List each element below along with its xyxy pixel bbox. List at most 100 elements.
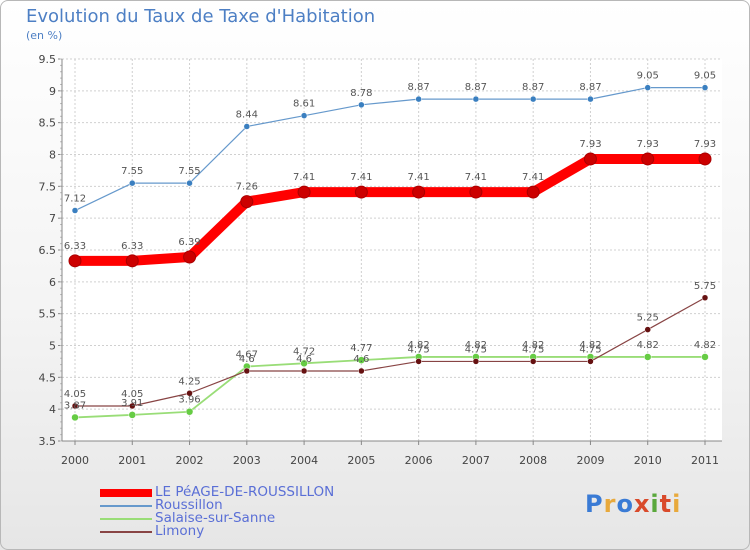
data-point bbox=[68, 254, 82, 268]
data-point bbox=[125, 254, 139, 268]
data-label: 5.25 bbox=[637, 313, 659, 324]
data-label: 8.87 bbox=[465, 82, 487, 93]
data-point bbox=[71, 413, 79, 422]
data-point bbox=[526, 185, 540, 199]
data-point bbox=[183, 250, 197, 264]
data-label: 4.82 bbox=[579, 340, 601, 351]
data-point bbox=[698, 152, 712, 166]
y-tick-label: 9 bbox=[49, 85, 56, 98]
data-label: 3.91 bbox=[121, 398, 143, 409]
data-label: 8.87 bbox=[408, 82, 430, 93]
data-point bbox=[469, 185, 483, 199]
data-label: 6.39 bbox=[178, 237, 200, 248]
data-label: 4.6 bbox=[353, 354, 369, 365]
data-point bbox=[71, 207, 79, 214]
data-point bbox=[472, 358, 480, 365]
data-point bbox=[529, 95, 537, 103]
x-tick-label: 2005 bbox=[347, 454, 375, 467]
x-tick-label: 2007 bbox=[462, 454, 490, 467]
data-point bbox=[128, 411, 137, 419]
logo-letter: t bbox=[659, 490, 673, 518]
series-line bbox=[70, 153, 710, 266]
data-label: 3.87 bbox=[64, 400, 86, 411]
data-point bbox=[415, 358, 422, 365]
data-label: 4.77 bbox=[350, 343, 372, 354]
data-label: 4.82 bbox=[637, 340, 659, 351]
series-line bbox=[74, 297, 706, 407]
data-label: 7.41 bbox=[522, 172, 544, 183]
data-label: 7.55 bbox=[121, 166, 143, 177]
y-tick-label: 8 bbox=[49, 149, 56, 162]
y-tick-label: 4.5 bbox=[39, 371, 57, 384]
data-point bbox=[701, 294, 709, 301]
legend-swatch-salaise bbox=[100, 517, 152, 520]
data-point bbox=[300, 367, 308, 375]
y-tick-label: 4 bbox=[49, 403, 56, 416]
data-label: 9.05 bbox=[637, 71, 659, 82]
data-point bbox=[300, 112, 308, 119]
legend-label-salaise: Salaise-sur-Sanne bbox=[155, 510, 276, 526]
data-point bbox=[129, 402, 136, 410]
logo-letter: o bbox=[616, 490, 634, 518]
data-label: 4.67 bbox=[236, 350, 258, 361]
data-label: 4.75 bbox=[408, 344, 430, 355]
data-point bbox=[587, 358, 594, 365]
legend-label-le-peage: LE PéAGE-DE-ROUSSILLON bbox=[155, 484, 335, 500]
data-label: 4.72 bbox=[293, 346, 315, 357]
data-point bbox=[185, 407, 194, 416]
data-point bbox=[71, 402, 79, 410]
data-label: 8.78 bbox=[350, 88, 372, 99]
data-label: 4.82 bbox=[465, 340, 487, 351]
data-point bbox=[583, 152, 597, 166]
data-label: 4.82 bbox=[522, 340, 544, 351]
data-label: 4.25 bbox=[178, 376, 200, 387]
data-point bbox=[472, 95, 480, 103]
data-label: 7.41 bbox=[408, 172, 430, 183]
data-point bbox=[587, 95, 594, 103]
data-label: 7.41 bbox=[350, 172, 372, 183]
x-tick-label: 2004 bbox=[290, 454, 318, 467]
data-label: 7.93 bbox=[579, 139, 601, 150]
legend-swatch-limony bbox=[100, 530, 152, 533]
chart-title: Evolution du Taux de Taxe d'Habitation bbox=[26, 6, 376, 27]
data-label: 4.75 bbox=[579, 344, 601, 355]
y-tick-label: 9.5 bbox=[39, 53, 57, 66]
data-point bbox=[129, 179, 136, 187]
data-label: 7.93 bbox=[637, 139, 659, 150]
data-label: 4.05 bbox=[121, 389, 143, 400]
data-label: 5.75 bbox=[694, 281, 716, 292]
data-label: 4.05 bbox=[64, 389, 86, 400]
data-label: 4.6 bbox=[239, 354, 255, 365]
y-tick-label: 6.5 bbox=[39, 244, 57, 257]
data-label: 9.05 bbox=[694, 71, 716, 82]
data-point bbox=[243, 367, 251, 375]
x-tick-label: 2011 bbox=[691, 454, 719, 467]
data-point bbox=[357, 356, 366, 364]
data-point bbox=[297, 185, 311, 199]
series-line bbox=[74, 87, 706, 212]
data-point bbox=[358, 367, 365, 375]
x-tick-label: 2002 bbox=[176, 454, 204, 467]
legend-swatch-le-peage bbox=[100, 488, 152, 497]
data-label: 4.82 bbox=[694, 340, 716, 351]
data-label: 7.55 bbox=[178, 166, 200, 177]
logo-letter: x bbox=[633, 490, 651, 518]
data-label: 7.41 bbox=[293, 172, 315, 183]
data-point bbox=[186, 179, 193, 187]
x-tick-label: 2001 bbox=[118, 454, 146, 467]
x-tick-label: 2006 bbox=[405, 454, 433, 467]
data-point bbox=[641, 152, 655, 166]
data-label: 8.87 bbox=[579, 82, 601, 93]
data-point bbox=[412, 185, 426, 199]
data-point bbox=[354, 185, 368, 199]
data-label: 8.61 bbox=[293, 99, 315, 110]
data-label: 4.75 bbox=[465, 344, 487, 355]
logo-letter: i bbox=[672, 490, 682, 518]
data-label: 4.82 bbox=[408, 340, 430, 351]
x-tick-label: 2003 bbox=[233, 454, 261, 467]
x-tick-label: 2008 bbox=[519, 454, 547, 467]
x-tick-label: 2010 bbox=[634, 454, 662, 467]
legend-label-roussillon: Roussillon bbox=[155, 497, 223, 513]
y-tick-label: 6 bbox=[49, 276, 56, 289]
data-label: 7.26 bbox=[236, 182, 258, 193]
